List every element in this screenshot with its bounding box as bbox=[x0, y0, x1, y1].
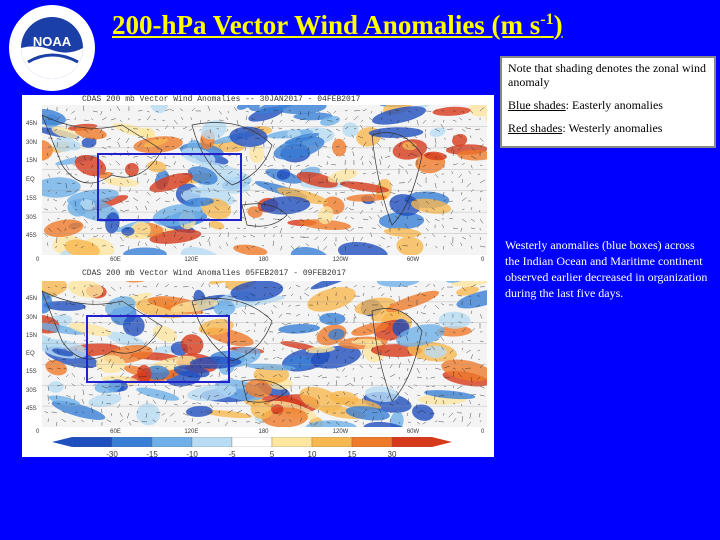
top-wind-map bbox=[42, 105, 487, 255]
lon-label: 0 bbox=[481, 429, 485, 435]
note-red-label: Red shades bbox=[508, 121, 563, 135]
colorbar-tick-label: -15 bbox=[146, 450, 158, 459]
lat-label: 15S bbox=[26, 369, 37, 376]
colorbar-segment bbox=[271, 437, 313, 447]
lat-label: EQ bbox=[26, 177, 35, 183]
colorbar-tick-label: -10 bbox=[186, 450, 198, 459]
note-red: Red shades: Westerly anomalies bbox=[508, 121, 708, 135]
colorbar-segment bbox=[231, 437, 273, 447]
title-end: ) bbox=[553, 10, 563, 40]
colorbar-tick-label: 15 bbox=[347, 450, 357, 459]
note-red-text: : Westerly anomalies bbox=[562, 121, 663, 135]
colorbar-tick-label: 30 bbox=[387, 450, 397, 459]
lon-label: 180 bbox=[258, 429, 269, 435]
lon-label: 120W bbox=[332, 257, 349, 263]
lon-label: 60W bbox=[406, 429, 420, 435]
title-main: 200-hPa Vector Wind Anomalies (m s bbox=[112, 10, 541, 40]
blue-box-top bbox=[97, 153, 242, 221]
lat-label: 45S bbox=[26, 405, 37, 412]
colorbar-segment bbox=[151, 437, 193, 447]
lat-label: 30S bbox=[26, 214, 37, 221]
page-title: 200-hPa Vector Wind Anomalies (m s-1) bbox=[112, 10, 672, 41]
lon-label: 60E bbox=[110, 429, 121, 435]
lat-label: 30N bbox=[26, 139, 38, 146]
top-map-header: CDAS 200 mb Vector Wind Anomalies -- 30J… bbox=[82, 95, 361, 104]
wind-anomaly-figure: CDAS 200 mb Vector Wind Anomalies -- 30J… bbox=[22, 95, 494, 459]
noaa-logo: NOAA bbox=[9, 5, 95, 91]
colorbar-segment bbox=[191, 437, 233, 447]
colorbar-segment bbox=[351, 437, 393, 447]
lon-label: 0 bbox=[36, 257, 40, 263]
bottom-map-header: CDAS 200 mb Vector Wind Anomalies 05FEB2… bbox=[82, 269, 347, 278]
title-superscript: -1 bbox=[540, 11, 554, 28]
lon-label: 120E bbox=[184, 257, 199, 263]
blue-box-bottom bbox=[86, 315, 230, 383]
note-blue-text: : Easterly anomalies bbox=[565, 98, 663, 112]
lon-label: 180 bbox=[258, 257, 269, 263]
colorbar-left-arrow bbox=[52, 437, 72, 447]
lon-label: 60E bbox=[110, 257, 121, 263]
lat-label: 15S bbox=[26, 195, 37, 202]
lat-label: 30S bbox=[26, 387, 37, 394]
colorbar-segment bbox=[311, 437, 353, 447]
description-text: Westerly anomalies (blue boxes) across t… bbox=[505, 238, 708, 300]
lat-label: 45N bbox=[26, 120, 38, 127]
note-blue-label: Blue shades bbox=[508, 98, 566, 112]
lat-label: 45N bbox=[26, 296, 38, 303]
colorbar-segment bbox=[71, 437, 113, 447]
lat-label: 45S bbox=[26, 233, 37, 240]
note-box: Note that shading denotes the zonal wind… bbox=[500, 56, 716, 148]
note-shading: Note that shading denotes the zonal wind… bbox=[508, 61, 706, 89]
lon-label: 60W bbox=[406, 257, 420, 263]
bottom-wind-map bbox=[42, 281, 487, 427]
lat-label: 15N bbox=[26, 332, 38, 339]
note-blue: Blue shades: Easterly anomalies bbox=[508, 98, 708, 112]
colorbar-tick-label: 10 bbox=[307, 450, 317, 459]
colorbar-tick-label: -5 bbox=[228, 450, 236, 459]
lat-label: EQ bbox=[26, 351, 35, 357]
logo-abbr: NOAA bbox=[33, 34, 72, 49]
colorbar-segment bbox=[111, 437, 153, 447]
lat-label: 15N bbox=[26, 158, 38, 165]
lon-label: 120W bbox=[332, 429, 349, 435]
colorbar-segment bbox=[391, 437, 433, 447]
lat-label: 30N bbox=[26, 314, 38, 321]
colorbar-tick-label: -30 bbox=[106, 450, 118, 459]
lon-label: 0 bbox=[36, 429, 40, 435]
lon-label: 0 bbox=[481, 257, 485, 263]
colorbar-tick-label: 5 bbox=[269, 450, 275, 459]
lon-label: 120E bbox=[184, 429, 199, 435]
colorbar bbox=[52, 437, 452, 447]
colorbar-right-arrow bbox=[432, 437, 452, 447]
